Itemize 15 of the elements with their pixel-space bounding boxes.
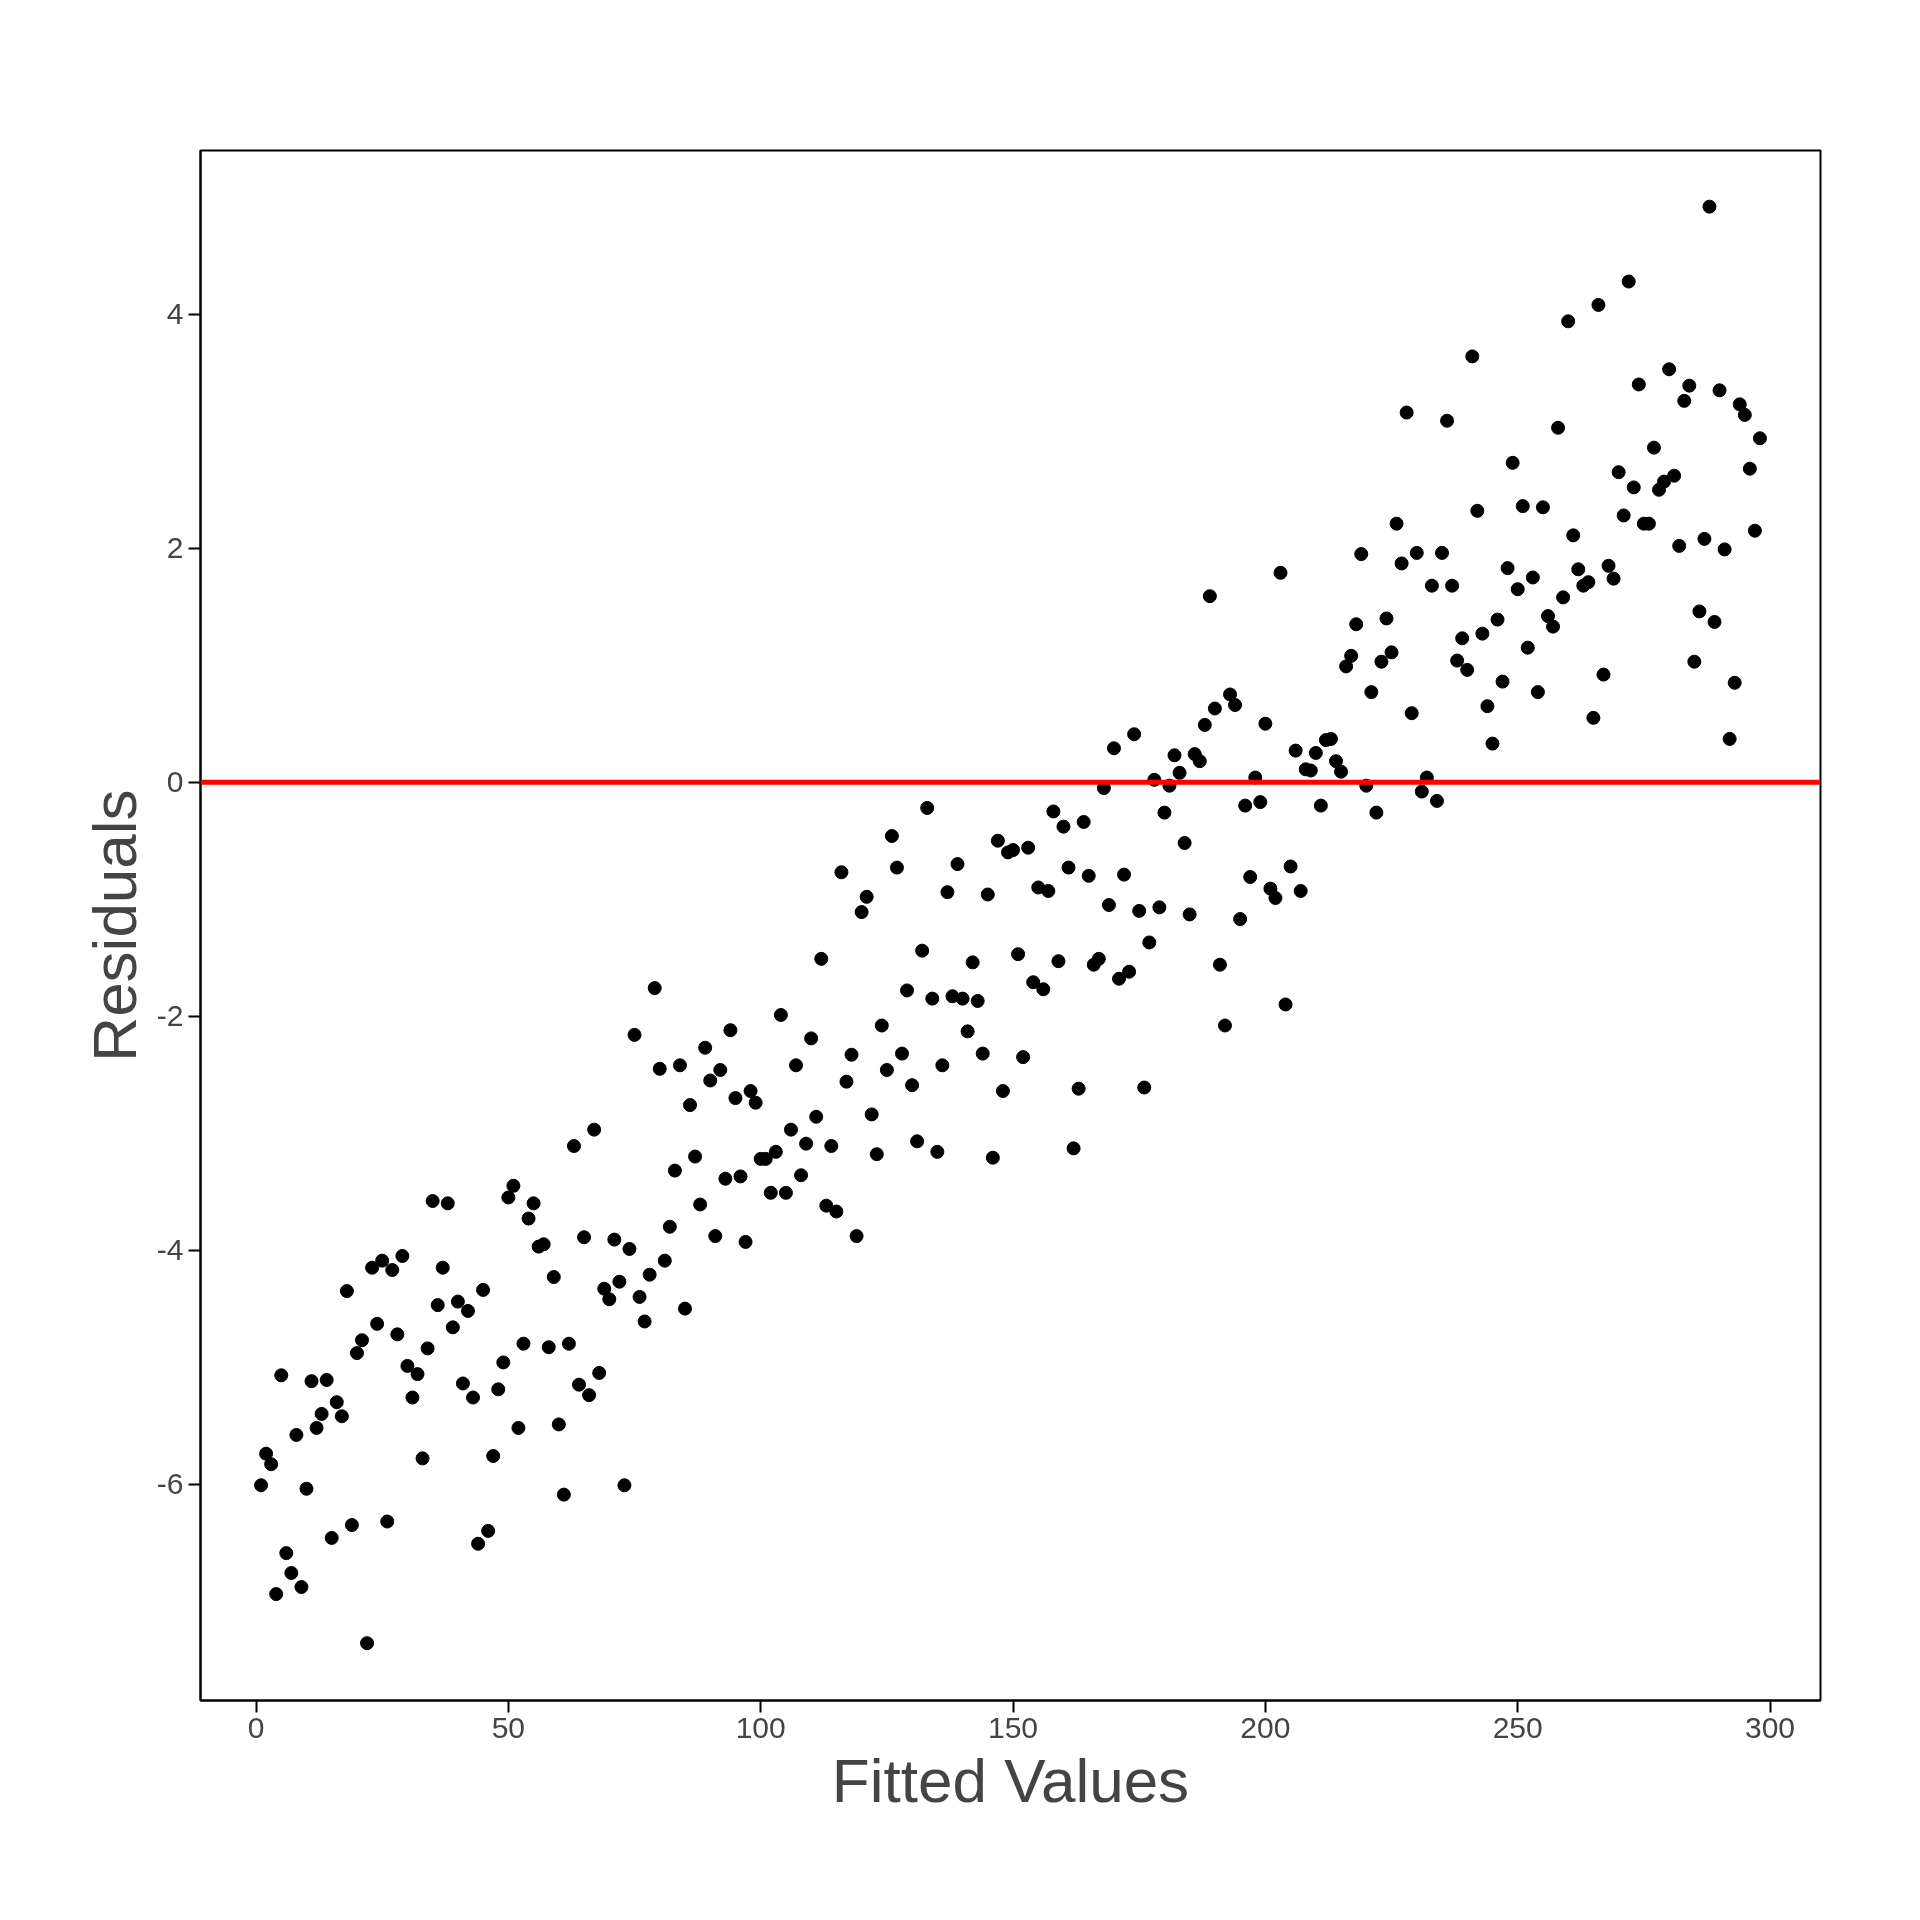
x-tick-label: 250 — [1492, 1710, 1543, 1744]
y-tick-label: 0 — [166, 765, 184, 799]
x-tick-label: 150 — [988, 1710, 1039, 1744]
x-tick-label: 300 — [1745, 1710, 1796, 1744]
x-tick-label: 50 — [491, 1710, 526, 1744]
y-tick-label: -4 — [156, 1233, 184, 1267]
y-tick-label: -2 — [156, 999, 184, 1033]
x-tick-label: 200 — [1240, 1710, 1291, 1744]
x-axis-title: Fitted Values — [831, 1745, 1190, 1815]
y-tick-label: 4 — [166, 297, 184, 331]
x-tick-label: 100 — [735, 1710, 786, 1744]
y-tick-label: -6 — [156, 1467, 184, 1501]
y-axis-title: Residuals — [79, 789, 149, 1062]
y-tick-label: 2 — [166, 531, 184, 565]
x-tick-label: 0 — [247, 1710, 265, 1744]
